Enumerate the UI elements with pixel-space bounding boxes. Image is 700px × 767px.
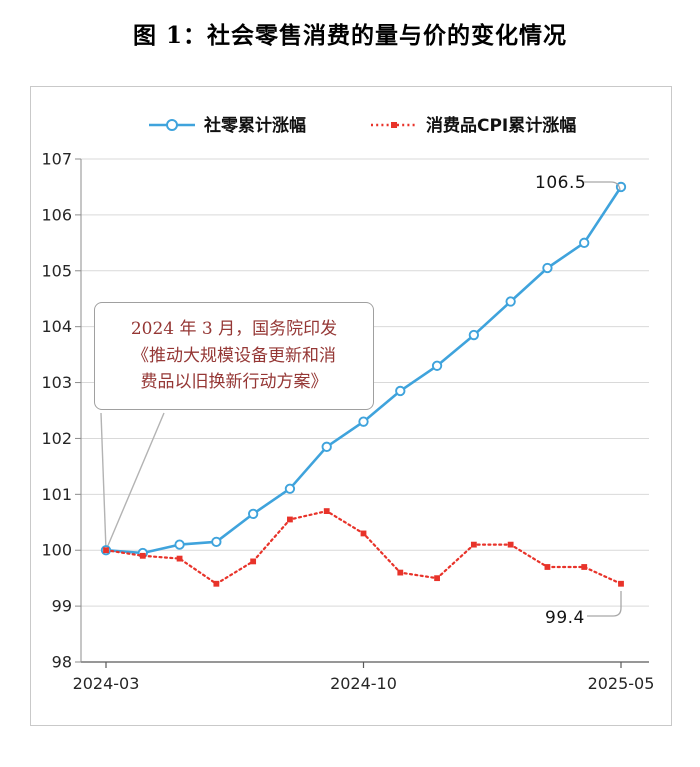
data-point-marker [176, 555, 183, 562]
y-axis-label: 99 [52, 597, 72, 616]
data-point-marker [507, 541, 514, 548]
data-point-marker [431, 360, 443, 371]
data-point-marker [505, 296, 516, 307]
data-point-marker [360, 530, 367, 537]
data-point-marker [139, 552, 146, 559]
data-point-marker [358, 416, 369, 427]
y-axis-label: 107 [41, 150, 72, 169]
callout-text-line: 《推动大规模设备更新和消 [132, 345, 336, 366]
y-axis-label: 104 [41, 317, 72, 336]
callout-text-line: 2024 年 3 月，国务院印发 [130, 319, 338, 340]
y-axis-label: 98 [52, 653, 72, 672]
y-axis-label: 106 [41, 205, 72, 224]
data-point-marker [468, 329, 480, 341]
data-point-marker [544, 564, 551, 570]
data-point-marker [581, 564, 588, 570]
x-axis-label: 2025-05 [588, 674, 655, 693]
data-point-marker [250, 558, 257, 565]
red-end-value-label: 99.4 [545, 608, 585, 628]
blue-label-leader [584, 181, 621, 191]
x-axis-label: 2024-03 [73, 674, 140, 693]
callout-box: 2024 年 3 月，国务院印发 《推动大规模设备更新和消 费品以旧换新行动方案… [94, 302, 374, 410]
callout-text-line: 费品以旧换新行动方案》 [140, 372, 328, 393]
data-point-marker [323, 508, 330, 514]
red-label-leader [587, 591, 622, 617]
data-point-marker [470, 541, 477, 548]
y-axis-label: 105 [41, 261, 72, 280]
y-axis-label: 101 [41, 485, 72, 504]
data-point-marker [174, 539, 185, 550]
callout-connector [100, 412, 107, 551]
data-point-marker [395, 385, 406, 397]
data-point-marker [434, 575, 440, 582]
data-point-marker [211, 536, 222, 547]
legend-label: 消费品CPI累计涨幅 [426, 115, 576, 136]
data-point-marker [284, 483, 296, 494]
data-point-marker [542, 262, 553, 274]
data-point-marker [615, 181, 627, 193]
data-point-marker [247, 508, 259, 520]
data-point-marker [321, 441, 332, 452]
y-axis-label: 102 [41, 429, 72, 448]
x-axis-label: 2024-10 [330, 674, 397, 693]
data-point-marker [618, 580, 624, 587]
callout-connector [105, 412, 165, 551]
legend-marker [166, 119, 178, 131]
figure-title: 图 1：社会零售消费的量与价的变化情况 [132, 22, 567, 49]
blue-end-value-label: 106.5 [535, 173, 587, 193]
y-axis-label: 103 [41, 373, 72, 392]
legend-marker [391, 122, 397, 128]
data-point-marker [103, 547, 109, 554]
data-point-marker [397, 569, 404, 576]
chart-panel: 98 99 100 101 102 103 104 105 106 107 2024-03 2024-… [30, 86, 672, 726]
data-point-marker [579, 237, 590, 248]
legend-label: 社零累计涨幅 [203, 115, 306, 136]
data-point-marker [287, 516, 293, 523]
data-point-marker [213, 580, 220, 587]
y-axis-label: 100 [41, 541, 72, 560]
